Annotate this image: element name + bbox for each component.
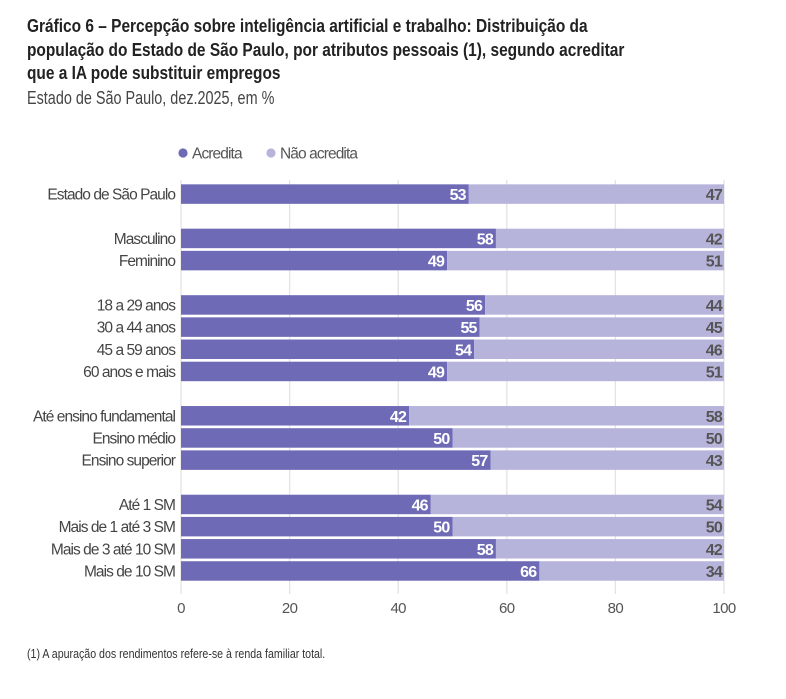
bar-acredita: [181, 361, 448, 382]
data-label-nao-acredita: 46: [706, 342, 723, 359]
bar-acredita: [181, 428, 453, 448]
category-label: 18 a 29 anos: [97, 297, 176, 314]
data-label-nao-acredita: 42: [706, 231, 723, 248]
data-label-nao-acredita: 50: [706, 431, 723, 448]
bar-acredita: [181, 295, 486, 315]
data-label-acredita: 50: [433, 431, 450, 448]
data-label-acredita: 53: [450, 187, 467, 204]
title-line: Gráfico 6 – Percepção sobre inteligência…: [27, 15, 588, 36]
bar-nao-acredita: [447, 250, 724, 271]
bar-nao-acredita: [452, 516, 724, 537]
x-tick-label: 100: [712, 600, 735, 617]
bar-acredita: [181, 516, 453, 537]
category-label: Mais de 1 até 3 SM: [59, 519, 175, 536]
category-label: Ensino médio: [92, 430, 175, 447]
legend-label: Não acredita: [280, 146, 358, 163]
legend-marker: [178, 148, 188, 158]
category-label: Estado de São Paulo: [47, 187, 175, 204]
data-label-nao-acredita: 58: [706, 409, 723, 426]
bar-nao-acredita: [495, 228, 724, 249]
data-label-nao-acredita: 45: [706, 320, 723, 337]
data-label-nao-acredita: 47: [706, 187, 723, 204]
category-label: 60 anos e mais: [83, 364, 176, 381]
category-label: Até 1 SM: [119, 497, 175, 514]
category-label: 45 a 59 anos: [97, 342, 176, 359]
data-label-acredita: 58: [477, 231, 494, 248]
data-label-acredita: 50: [433, 520, 450, 537]
x-tick-label: 60: [499, 600, 515, 617]
data-label-acredita: 46: [412, 497, 429, 514]
bar-acredita: [181, 539, 496, 559]
bar-acredita: [181, 561, 540, 581]
bar-nao-acredita: [495, 539, 724, 559]
data-label-nao-acredita: 54: [706, 497, 723, 514]
data-label-acredita: 66: [520, 564, 537, 581]
data-label-acredita: 49: [428, 364, 445, 381]
data-label-acredita: 54: [455, 342, 472, 359]
bar-acredita: [181, 494, 431, 515]
bar-nao-acredita: [409, 406, 724, 426]
x-tick-label: 20: [282, 600, 298, 617]
bar-nao-acredita: [485, 295, 724, 315]
bar-acredita: [181, 184, 469, 204]
data-label-acredita: 42: [390, 409, 407, 426]
bar-nao-acredita: [468, 184, 724, 204]
bar-nao-acredita: [490, 450, 724, 470]
data-label-acredita: 57: [471, 453, 488, 470]
title-line: que a IA pode substituir empregos: [27, 62, 281, 83]
bar-acredita: [181, 228, 496, 249]
category-label: Até ensino fundamental: [33, 408, 175, 425]
data-label-nao-acredita: 51: [706, 364, 723, 381]
category-label: Ensino superior: [82, 453, 176, 470]
legend-label: Acredita: [192, 146, 243, 163]
data-label-nao-acredita: 42: [706, 542, 723, 559]
chart-title: Gráfico 6 – Percepção sobre inteligência…: [27, 14, 720, 85]
legend-marker: [266, 148, 276, 158]
bar-nao-acredita: [452, 428, 724, 448]
data-label-nao-acredita: 50: [706, 520, 723, 537]
bar-nao-acredita: [447, 361, 724, 382]
bar-acredita: [181, 450, 491, 470]
footnote: (1) A apuração dos rendimentos refere-se…: [27, 647, 326, 661]
bar-nao-acredita: [430, 494, 724, 515]
category-label: Mais de 10 SM: [84, 563, 175, 580]
x-tick-label: 80: [608, 600, 624, 617]
data-label-acredita: 55: [460, 320, 477, 337]
data-label-acredita: 58: [477, 542, 494, 559]
category-label: 30 a 44 anos: [97, 320, 176, 337]
chart-subtitle: Estado de São Paulo, dez.2025, em %: [27, 88, 275, 108]
bar-acredita: [181, 406, 410, 426]
data-label-acredita: 49: [428, 254, 445, 271]
category-label: Masculino: [114, 231, 176, 248]
category-label: Mais de 3 até 10 SM: [51, 541, 175, 558]
data-label-nao-acredita: 43: [706, 453, 723, 470]
x-tick-label: 0: [177, 600, 185, 617]
x-tick-label: 40: [390, 600, 406, 617]
data-label-nao-acredita: 34: [706, 564, 723, 581]
bar-nao-acredita: [539, 561, 724, 581]
title-line: população do Estado de São Paulo, por at…: [27, 38, 625, 60]
bar-acredita: [181, 250, 448, 271]
bar-nao-acredita: [474, 339, 724, 360]
data-label-nao-acredita: 51: [706, 254, 723, 271]
data-label-nao-acredita: 44: [706, 298, 723, 315]
category-label: Feminino: [119, 253, 175, 270]
bar-nao-acredita: [479, 317, 724, 337]
bar-acredita: [181, 317, 480, 337]
data-label-acredita: 56: [466, 298, 483, 315]
bar-acredita: [181, 339, 475, 360]
